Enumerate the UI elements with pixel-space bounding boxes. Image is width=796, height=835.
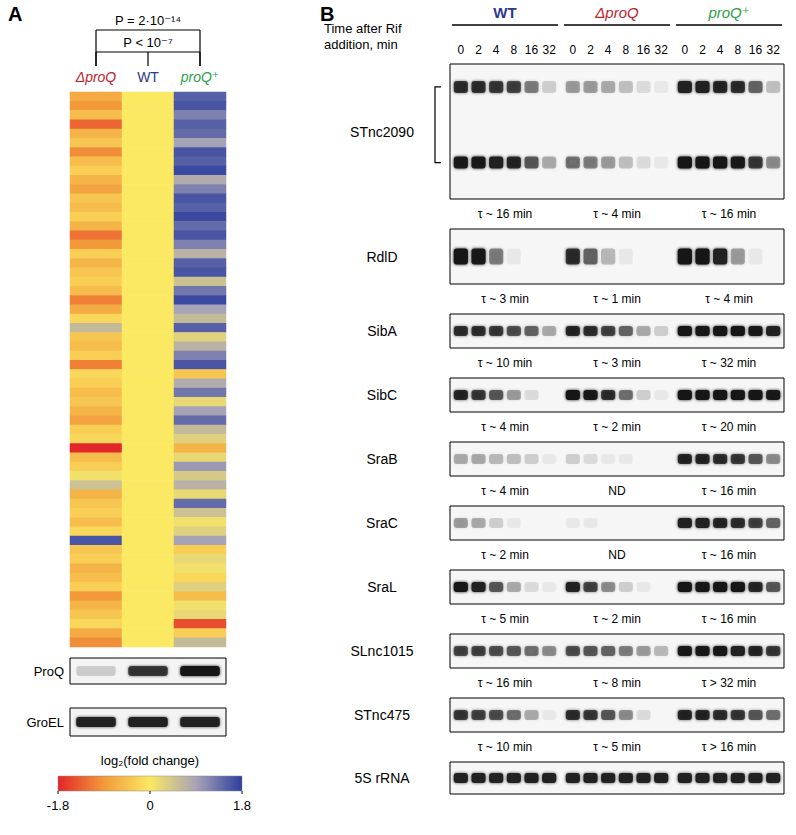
svg-text:SraL: SraL [367, 579, 397, 595]
svg-text:A: A [8, 3, 22, 25]
svg-text:ΔproQ: ΔproQ [594, 4, 639, 21]
svg-text:STnc475: STnc475 [354, 707, 410, 723]
svg-text:16: 16 [637, 43, 651, 57]
svg-text:P = 2·10⁻¹⁴: P = 2·10⁻¹⁴ [115, 13, 181, 28]
svg-text:0: 0 [681, 43, 688, 57]
svg-text:8: 8 [622, 43, 629, 57]
svg-text:SLnc1015: SLnc1015 [350, 643, 413, 659]
svg-text:SibA: SibA [367, 323, 397, 339]
svg-text:ND: ND [608, 548, 626, 562]
svg-text:-1.8: -1.8 [47, 798, 69, 813]
svg-text:0: 0 [146, 798, 153, 813]
svg-text:32: 32 [542, 43, 556, 57]
svg-text:Time after Rif: Time after Rif [324, 21, 402, 36]
svg-text:τ ~ 4 min: τ ~ 4 min [593, 207, 641, 221]
svg-text:2: 2 [699, 43, 706, 57]
svg-text:τ ~ 2 min: τ ~ 2 min [593, 420, 641, 434]
svg-text:τ ~ 32 min: τ ~ 32 min [702, 356, 756, 370]
svg-text:B: B [320, 3, 335, 25]
svg-text:τ ~ 8 min: τ ~ 8 min [593, 676, 641, 690]
svg-text:τ ~ 2 min: τ ~ 2 min [481, 548, 529, 562]
svg-text:τ ~ 16 min: τ ~ 16 min [702, 612, 756, 626]
svg-text:0: 0 [569, 43, 576, 57]
svg-text:τ ~ 16 min: τ ~ 16 min [478, 207, 532, 221]
svg-text:RdlD: RdlD [366, 249, 397, 265]
svg-text:5S rRNA: 5S rRNA [354, 770, 410, 786]
svg-text:log₂(fold change): log₂(fold change) [101, 753, 199, 768]
svg-text:ND: ND [608, 484, 626, 498]
svg-text:τ ~ 5 min: τ ~ 5 min [481, 612, 529, 626]
svg-text:τ ~ 1 min: τ ~ 1 min [593, 292, 641, 306]
svg-text:16: 16 [749, 43, 763, 57]
svg-text:32: 32 [766, 43, 780, 57]
svg-text:addition, min: addition, min [324, 37, 398, 52]
svg-text:WT: WT [137, 69, 159, 85]
svg-text:8: 8 [734, 43, 741, 57]
svg-text:τ ~ 16 min: τ ~ 16 min [702, 484, 756, 498]
svg-text:GroEL: GroEL [26, 715, 64, 730]
svg-text:τ ~ 16 min: τ ~ 16 min [478, 676, 532, 690]
svg-text:8: 8 [510, 43, 517, 57]
svg-text:P < 10⁻⁷: P < 10⁻⁷ [123, 35, 173, 50]
svg-text:16: 16 [525, 43, 539, 57]
svg-text:WT: WT [493, 4, 516, 21]
svg-text:4: 4 [493, 43, 500, 57]
svg-text:SraC: SraC [366, 515, 398, 531]
svg-text:4: 4 [717, 43, 724, 57]
svg-text:τ ~ 16 min: τ ~ 16 min [702, 548, 756, 562]
svg-text:ΔproQ: ΔproQ [75, 69, 117, 85]
svg-text:τ ~ 16 min: τ ~ 16 min [702, 207, 756, 221]
svg-text:τ ~ 2 min: τ ~ 2 min [593, 612, 641, 626]
svg-text:SraB: SraB [366, 451, 397, 467]
svg-text:τ > 32 min: τ > 32 min [702, 676, 756, 690]
svg-text:2: 2 [587, 43, 594, 57]
svg-text:4: 4 [605, 43, 612, 57]
svg-text:τ > 16 min: τ > 16 min [702, 740, 756, 754]
svg-text:τ ~ 10 min: τ ~ 10 min [478, 356, 532, 370]
svg-text:τ ~ 5 min: τ ~ 5 min [593, 740, 641, 754]
svg-text:STnc2090: STnc2090 [350, 124, 414, 140]
svg-text:τ ~ 3 min: τ ~ 3 min [481, 292, 529, 306]
svg-text:32: 32 [654, 43, 668, 57]
svg-text:ProQ: ProQ [34, 664, 64, 679]
svg-text:τ ~ 20 min: τ ~ 20 min [702, 420, 756, 434]
svg-text:proQ⁺: proQ⁺ [707, 4, 749, 21]
svg-text:τ ~ 4 min: τ ~ 4 min [705, 292, 753, 306]
svg-text:0: 0 [457, 43, 464, 57]
svg-text:1.8: 1.8 [233, 798, 251, 813]
svg-text:τ ~ 4 min: τ ~ 4 min [481, 484, 529, 498]
svg-text:proQ⁺: proQ⁺ [180, 69, 220, 85]
svg-text:SibC: SibC [367, 387, 397, 403]
svg-text:τ ~ 4 min: τ ~ 4 min [481, 420, 529, 434]
svg-text:τ ~ 3 min: τ ~ 3 min [593, 356, 641, 370]
svg-text:τ ~ 10 min: τ ~ 10 min [478, 740, 532, 754]
svg-text:2: 2 [475, 43, 482, 57]
